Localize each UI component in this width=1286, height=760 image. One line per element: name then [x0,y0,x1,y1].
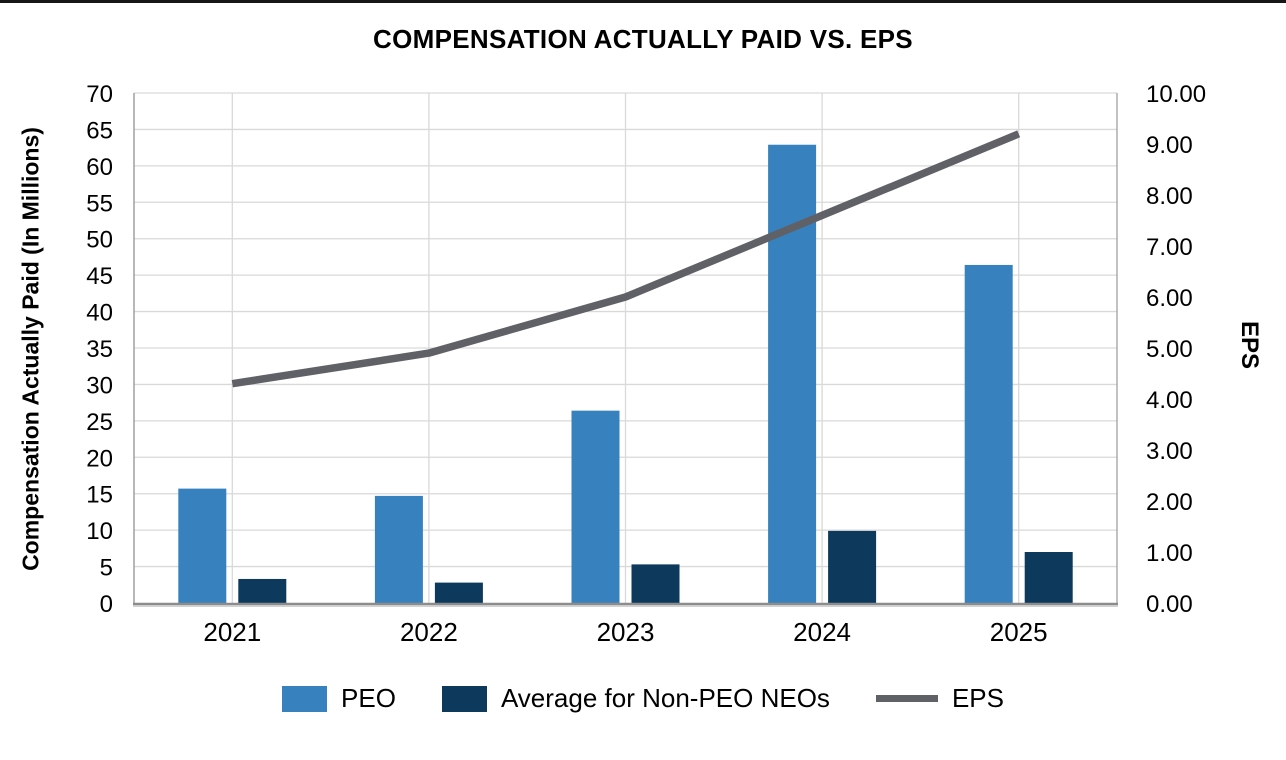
left-axis-tick-label: 15 [86,482,113,509]
bar-peo-2025 [964,264,1013,603]
x-axis-tick-label: 2022 [400,617,458,647]
right-axis-tick-label: 10.00 [1146,81,1206,108]
legend: PEO Average for Non-PEO NEOs EPS [0,683,1286,714]
bar-non-peo-2021 [238,578,287,603]
right-axis-tick-label: 8.00 [1146,183,1193,210]
left-axis-tick-label: 5 [100,555,113,582]
right-axis-tick-label: 3.00 [1146,438,1193,465]
bar-non-peo-2025 [1024,552,1073,603]
bar-peo-2023 [571,410,620,603]
legend-label-peo: PEO [341,683,396,713]
right-axis-tick-label: 2.00 [1146,489,1193,516]
left-axis-tick-label: 10 [86,518,113,545]
x-axis-tick-label: 2021 [203,617,261,647]
legend-swatch-eps-line [875,695,938,702]
legend-item-eps: EPS [875,683,1004,714]
chart-title: COMPENSATION ACTUALLY PAID VS. EPS [373,24,913,54]
left-axis-tick-label: 35 [86,336,113,363]
legend-swatch-peo [282,685,328,712]
legend-swatch-non-peo [441,685,487,712]
right-axis-tick-label: 1.00 [1146,540,1193,567]
window-top-edge [0,0,1286,3]
right-axis-tick-label: 0.00 [1146,591,1193,618]
bar-non-peo-2022 [434,582,483,603]
left-axis-tick-label: 65 [86,117,113,144]
bar-peo-2024 [768,144,817,603]
left-axis-tick-label: 70 [86,81,113,108]
left-axis-tick-label: 60 [86,154,113,181]
x-axis-tick-label: 2023 [597,617,655,647]
eps-line [231,130,1021,388]
legend-label-non-peo: Average for Non-PEO NEOs [500,683,830,713]
bar-peo-2021 [178,488,227,603]
left-axis-tick-label: 45 [86,263,113,290]
x-axis-tick-label: 2024 [793,617,851,647]
bar-non-peo-2024 [828,530,877,603]
legend-item-non-peo: Average for Non-PEO NEOs [441,683,830,714]
left-axis-tick-label: 30 [86,372,113,399]
right-axis-tick-label: 9.00 [1146,132,1193,159]
bar-peo-2022 [374,495,423,603]
left-axis-tick-label: 0 [100,591,113,618]
right-axis-tick-label: 6.00 [1146,285,1193,312]
right-axis-tick-label: 7.00 [1146,234,1193,261]
left-axis-tick-label: 40 [86,300,113,327]
left-axis-tick-label: 25 [86,409,113,436]
x-axis-tick-label: 2025 [990,617,1048,647]
left-axis-tick-label: 20 [86,445,113,472]
right-axis-tick-label: 4.00 [1146,387,1193,414]
right-axis-tick-label: 5.00 [1146,336,1193,363]
bar-non-peo-2023 [631,564,680,603]
legend-label-eps: EPS [951,683,1004,713]
left-axis-tick-label: 55 [86,190,113,217]
left-axis-tick-label: 50 [86,227,113,254]
legend-item-peo: PEO [282,683,396,714]
